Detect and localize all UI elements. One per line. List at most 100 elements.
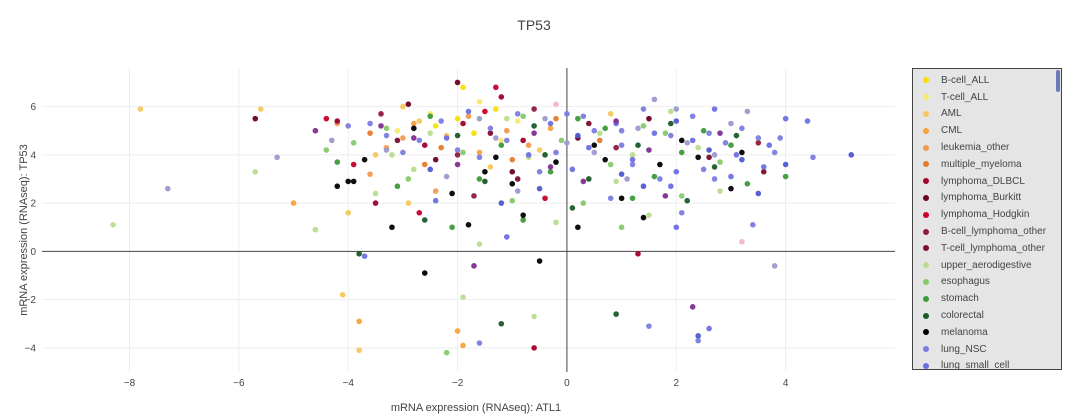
data-point[interactable]	[416, 118, 423, 124]
data-point[interactable]	[257, 106, 264, 112]
data-point[interactable]	[389, 152, 395, 158]
legend-item[interactable]: lung_small_cell	[923, 358, 1061, 369]
data-points[interactable]	[110, 79, 855, 356]
data-point[interactable]	[312, 127, 319, 134]
legend-item[interactable]: T-cell_ALL	[923, 89, 1061, 106]
data-point[interactable]	[274, 154, 280, 161]
data-point[interactable]	[553, 159, 559, 165]
data-point[interactable]	[591, 127, 598, 134]
legend-item[interactable]: leukemia_other	[923, 139, 1061, 156]
data-point[interactable]	[575, 115, 581, 122]
data-point[interactable]	[394, 127, 401, 134]
data-point[interactable]	[509, 156, 516, 163]
data-point[interactable]	[460, 294, 466, 301]
legend-item[interactable]: multiple_myeloma	[923, 156, 1061, 173]
data-point[interactable]	[717, 188, 723, 194]
data-point[interactable]	[465, 113, 472, 120]
data-point[interactable]	[706, 325, 712, 332]
data-point[interactable]	[323, 147, 330, 153]
data-point[interactable]	[651, 130, 658, 136]
data-point[interactable]	[695, 333, 701, 339]
data-point[interactable]	[640, 183, 647, 190]
data-point[interactable]	[629, 161, 636, 168]
data-point[interactable]	[454, 115, 461, 122]
data-point[interactable]	[640, 214, 647, 221]
data-point[interactable]	[520, 212, 526, 218]
legend-item[interactable]: lymphoma_DLBCL	[923, 173, 1061, 190]
data-point[interactable]	[695, 154, 701, 161]
data-point[interactable]	[493, 154, 499, 161]
data-point[interactable]	[378, 123, 384, 129]
data-point[interactable]	[110, 222, 116, 228]
legend-item[interactable]: B-cell_ALL	[923, 72, 1061, 89]
data-point[interactable]	[471, 193, 477, 199]
data-point[interactable]	[668, 183, 674, 190]
data-point[interactable]	[739, 238, 745, 245]
data-point[interactable]	[427, 113, 434, 120]
data-point[interactable]	[760, 168, 767, 175]
data-point[interactable]	[607, 161, 614, 168]
data-point[interactable]	[383, 147, 390, 153]
data-point[interactable]	[460, 120, 466, 127]
data-point[interactable]	[531, 130, 537, 136]
data-point[interactable]	[618, 195, 625, 202]
data-point[interactable]	[640, 106, 647, 112]
data-point[interactable]	[662, 193, 669, 199]
data-point[interactable]	[635, 125, 641, 132]
data-point[interactable]	[739, 125, 745, 132]
legend[interactable]: B-cell_ALL T-cell_ALL AML CML leukemia_other…	[912, 68, 1062, 370]
legend-item[interactable]: B-cell_lymphoma_other	[923, 223, 1061, 240]
data-point[interactable]	[356, 347, 362, 354]
data-point[interactable]	[405, 176, 412, 182]
data-point[interactable]	[766, 142, 773, 149]
data-point[interactable]	[454, 328, 461, 334]
data-point[interactable]	[635, 142, 641, 149]
data-point[interactable]	[465, 222, 472, 228]
data-point[interactable]	[482, 108, 488, 115]
data-point[interactable]	[613, 311, 619, 317]
data-point[interactable]	[668, 120, 674, 127]
data-point[interactable]	[678, 137, 685, 144]
data-point[interactable]	[411, 135, 417, 141]
data-point[interactable]	[585, 144, 592, 151]
data-point[interactable]	[525, 152, 532, 158]
data-point[interactable]	[493, 135, 499, 141]
data-point[interactable]	[509, 197, 516, 204]
data-point[interactable]	[564, 139, 570, 146]
data-point[interactable]	[449, 190, 455, 197]
data-point[interactable]	[711, 176, 718, 182]
legend-item[interactable]: lymphoma_Burkitt	[923, 190, 1061, 207]
data-point[interactable]	[400, 149, 406, 156]
data-point[interactable]	[564, 111, 570, 117]
data-point[interactable]	[329, 137, 335, 144]
data-point[interactable]	[695, 144, 701, 151]
data-point[interactable]	[416, 209, 423, 216]
data-point[interactable]	[542, 195, 548, 202]
data-point[interactable]	[810, 154, 816, 161]
data-point[interactable]	[553, 149, 559, 156]
data-point[interactable]	[383, 132, 390, 139]
data-point[interactable]	[536, 185, 543, 192]
legend-item[interactable]: T-cell_lymphoma_other	[923, 240, 1061, 257]
data-point[interactable]	[646, 115, 652, 122]
data-point[interactable]	[350, 178, 357, 185]
data-point[interactable]	[695, 337, 701, 344]
data-point[interactable]	[629, 152, 636, 158]
data-point[interactable]	[416, 137, 423, 144]
data-point[interactable]	[728, 142, 734, 149]
data-point[interactable]	[454, 161, 461, 168]
data-point[interactable]	[547, 168, 554, 175]
data-point[interactable]	[700, 127, 707, 134]
data-point[interactable]	[739, 149, 745, 156]
data-point[interactable]	[476, 149, 483, 156]
data-point[interactable]	[618, 142, 625, 149]
data-point[interactable]	[618, 224, 625, 231]
data-point[interactable]	[536, 258, 543, 264]
data-point[interactable]	[383, 125, 390, 132]
data-point[interactable]	[646, 147, 652, 153]
data-point[interactable]	[438, 118, 444, 124]
data-point[interactable]	[411, 125, 417, 132]
data-point[interactable]	[596, 137, 603, 144]
data-point[interactable]	[509, 181, 516, 187]
data-point[interactable]	[848, 152, 855, 158]
